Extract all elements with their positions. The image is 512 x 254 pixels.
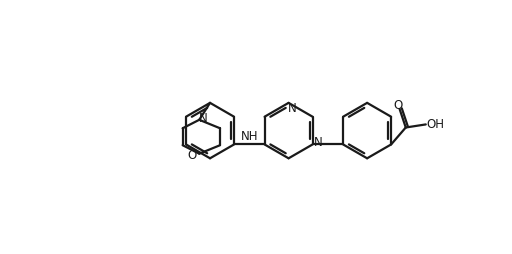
Text: OH: OH — [426, 118, 444, 131]
Text: N: N — [314, 136, 323, 149]
Text: O: O — [187, 149, 196, 162]
Text: NH: NH — [241, 130, 258, 143]
Text: N: N — [288, 102, 297, 115]
Text: O: O — [393, 99, 402, 112]
Text: N: N — [199, 112, 207, 125]
